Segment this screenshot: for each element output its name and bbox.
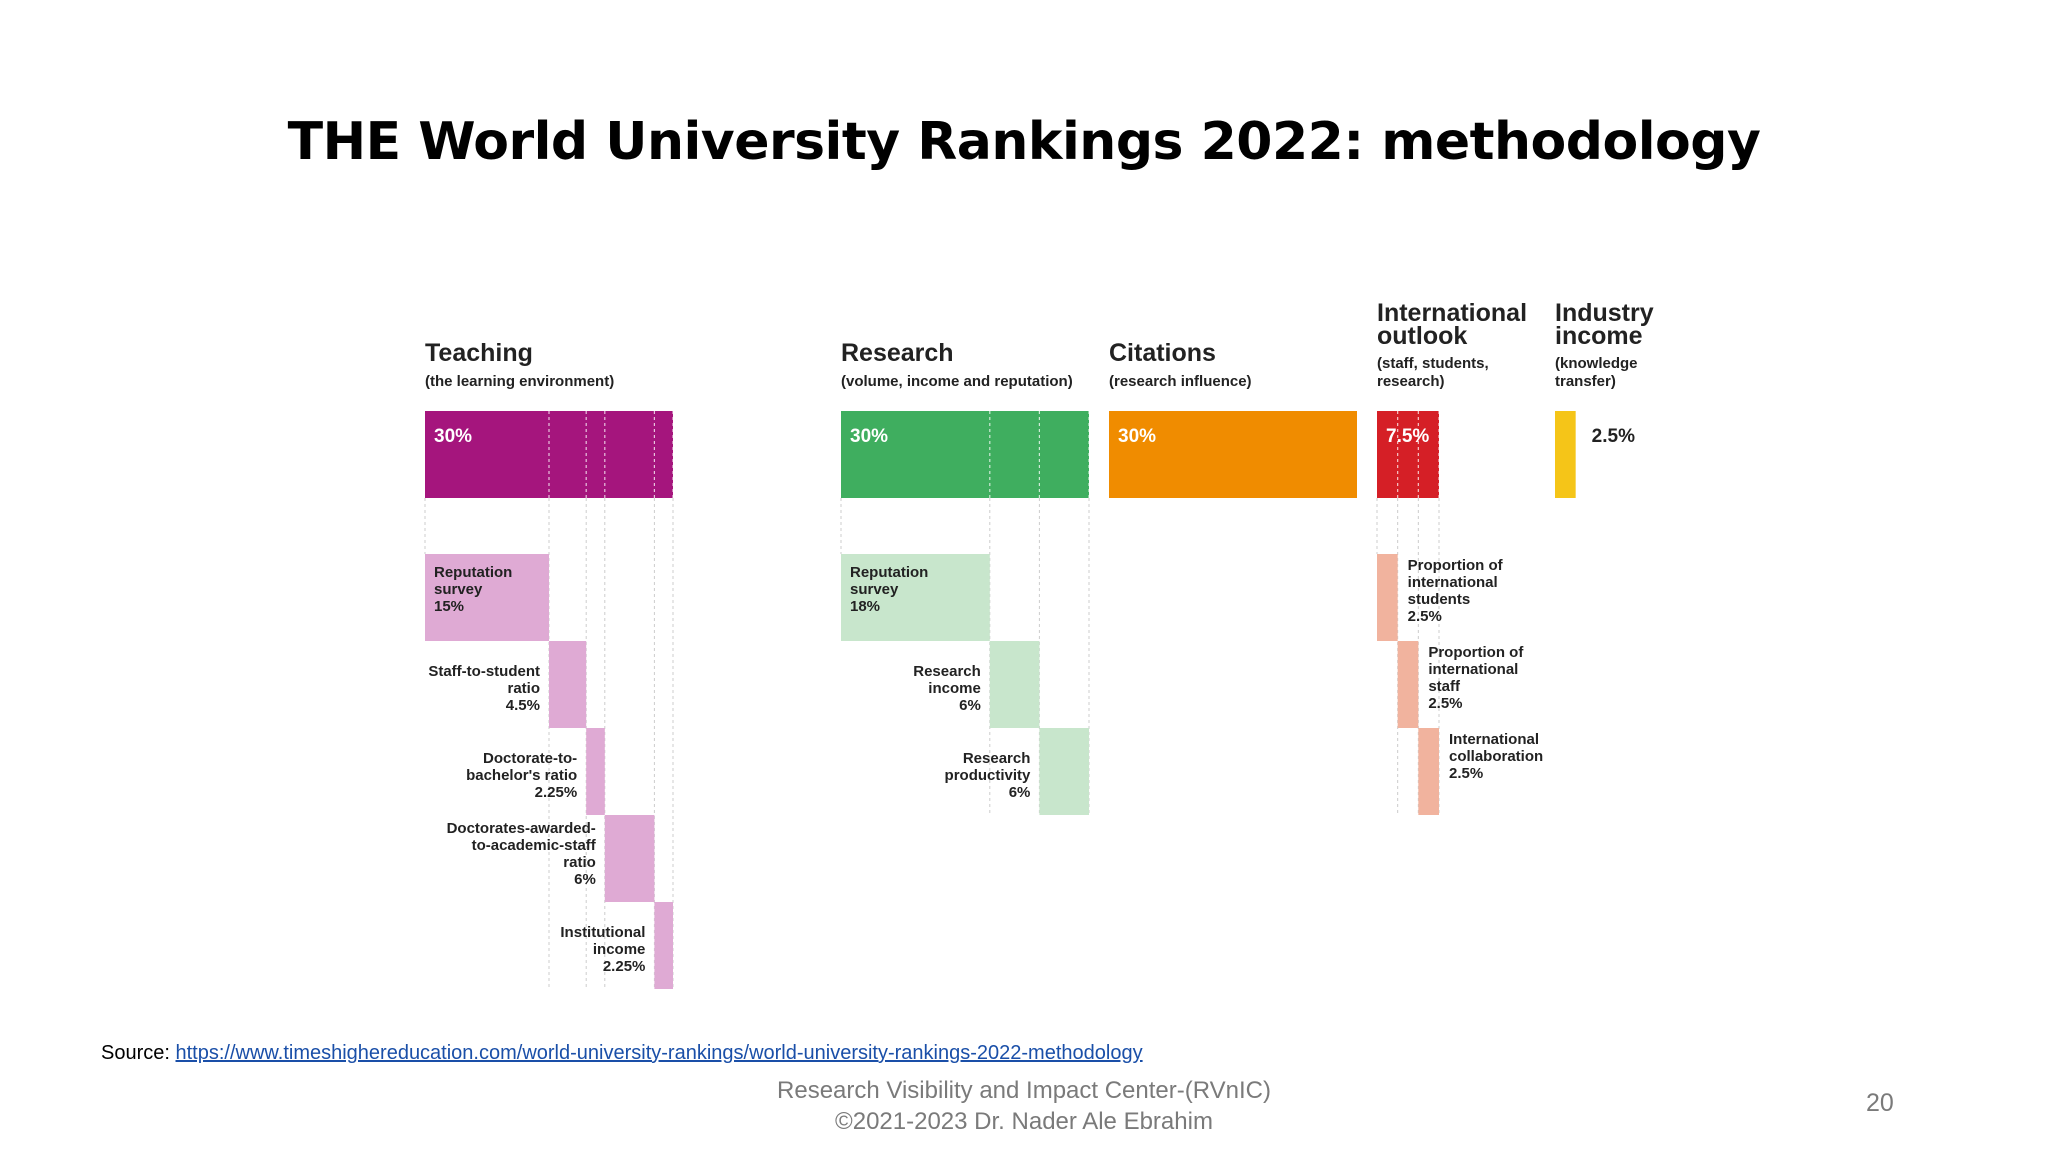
sub-bar-label: to-academic-staff [472,837,597,854]
main-bar-citations [1109,411,1357,498]
main-bar-label: 2.5% [1592,426,1635,447]
sub-bar [1377,554,1398,641]
sub-bar [604,815,655,902]
pillar-name-line: income [1555,322,1643,350]
page-number: 20 [1866,1089,1894,1117]
sub-bar-label: Research [963,750,1031,767]
sub-bar-label: 6% [959,697,981,714]
sub-bar [425,554,549,641]
sub-bar-label: international [1428,661,1518,678]
sub-bar-label: International [1449,731,1539,748]
sub-bar [989,641,1040,728]
pillar-name: Citations [1109,339,1216,367]
main-bar-research [841,411,1089,498]
sub-bar-label: Doctorates-awarded- [447,820,596,837]
sub-bar-label: survey [434,581,483,598]
sub-bar [1039,728,1089,815]
sub-bar-label: 15% [434,598,464,615]
sub-bar-label: students [1408,591,1471,608]
sub-bar-label: ratio [507,680,540,697]
sub-bar [841,554,990,641]
sub-bar-label: income [928,680,981,697]
sub-bar-label: ratio [563,854,596,871]
sub-bar-label: staff [1428,678,1461,695]
pillar-name: Research [841,339,954,367]
main-bar-label: 30% [1118,426,1156,447]
sub-bar-label: Proportion of [1428,644,1524,661]
pillar-subtitle-line: (staff, students, [1377,355,1489,372]
main-bar-label: 30% [434,426,472,447]
sub-bar [586,728,605,815]
pillar-name: Teaching [425,339,533,367]
sub-bar-label: 2.5% [1428,695,1462,712]
main-bar-international-outlook [1377,411,1439,498]
sub-bar-label: collaboration [1449,748,1543,765]
source-link[interactable]: https://www.timeshighereducation.com/wor… [175,1042,1143,1064]
footer-center-name: Research Visibility and Impact Center-(R… [777,1077,1271,1104]
sub-bar-label: 4.5% [506,697,540,714]
sub-bar-label: Reputation [850,564,928,581]
sub-bar [549,641,587,728]
sub-bar [1418,728,1439,815]
source-line: Source: https://www.timeshighereducation… [101,1042,1143,1065]
pillar-name-line: outlook [1377,322,1467,350]
pillar-subtitle-line: transfer) [1555,373,1616,390]
main-bar-label: 30% [850,426,888,447]
sub-bar-label: international [1408,574,1498,591]
sub-bar-label: Research [913,663,981,680]
pillar-name-line: International [1377,299,1527,327]
sub-bar-label: income [593,941,646,958]
sub-bar-label: Staff-to-student [428,663,540,680]
sub-bar-label: 2.25% [535,784,578,801]
sub-bar-label: Proportion of [1408,557,1504,574]
sub-bar-label: Reputation [434,564,512,581]
methodology-chart: Teaching (the learning environment) 30% Rep… [424,299,1654,990]
pillar-subtitle: (research influence) [1109,373,1252,390]
sub-bar-label: 6% [574,871,596,888]
pillar-name-line: Industry [1555,299,1654,327]
sub-bar-label: 2.5% [1449,765,1483,782]
slide-title: THE World University Rankings 2022: meth… [287,112,1761,172]
main-bar-label: 7.5% [1386,426,1429,447]
sub-bar [1397,641,1419,728]
sub-bar-label: Doctorate-to- [483,750,577,767]
sub-bar-label: 6% [1009,784,1031,801]
pillar-subtitle-line: research) [1377,373,1445,390]
sub-bar-label: bachelor's ratio [466,767,577,784]
pillar-subtitle-line: (knowledge [1555,355,1638,372]
pillar-subtitle: (the learning environment) [425,373,614,390]
sub-bar-label: 2.5% [1408,608,1442,625]
footer-copyright: ©2021-2023 Dr. Nader Ale Ebrahim [835,1108,1213,1135]
main-bar-industry-income [1555,411,1576,498]
sub-bar-label: Institutional [560,924,645,941]
sub-bar-label: 18% [850,598,880,615]
pillar-subtitle: (volume, income and reputation) [841,373,1073,390]
sub-bar-label: productivity [945,767,1031,784]
sub-bar [654,902,673,989]
source-label: Source: [101,1042,170,1064]
sub-bar-label: 2.25% [603,958,646,975]
sub-bar-label: survey [850,581,899,598]
